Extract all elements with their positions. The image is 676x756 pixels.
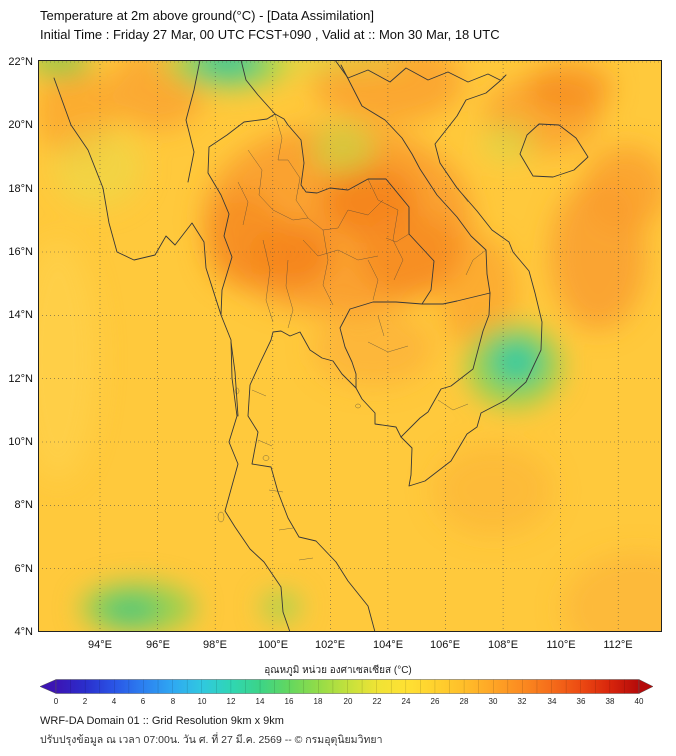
- colorbar-tick-label: 22: [372, 697, 382, 706]
- island-outline: [234, 387, 240, 395]
- colorbar-tick-label: 2: [82, 697, 88, 706]
- island-outline: [217, 511, 225, 523]
- thai-cambodia-border: [339, 301, 423, 389]
- colorbar-title: อุณหภูมิ หน่วย องศาเซลเซียส (°C): [264, 665, 412, 676]
- y-axis-tick-label: 4°N: [14, 626, 33, 638]
- colorbar-tick-label: 40: [634, 697, 644, 706]
- thai-myanmar-border: [207, 113, 276, 417]
- colorbar-tick-label: 8: [170, 697, 176, 706]
- myanmar-shan-line: [185, 60, 201, 183]
- x-axis-tick-label: 108°E: [487, 639, 519, 651]
- china-border: [334, 60, 501, 83]
- colorbar-left-arrow: [40, 679, 57, 694]
- thai-lao-border: [274, 113, 435, 305]
- myanmar-laos-border: [240, 60, 276, 115]
- y-axis-tick-label: 16°N: [8, 246, 33, 258]
- x-axis-tick-label: 98°E: [203, 639, 227, 651]
- colorbar-tick-label: 0: [53, 697, 59, 706]
- colorbar-tick-label: 16: [284, 697, 294, 706]
- x-axis-tick-label: 102°E: [314, 639, 346, 651]
- province-boundaries: [217, 113, 487, 561]
- x-axis-tick-label: 112°E: [603, 639, 633, 651]
- page-subtitle: Initial Time : Friday 27 Mar, 00 UTC FCS…: [40, 27, 500, 42]
- page-title: Temperature at 2m above ground(°C) - [Da…: [40, 8, 374, 23]
- island-outline: [262, 455, 270, 461]
- colorbar-tick-label: 38: [605, 697, 615, 706]
- colorbar-tick-label: 34: [547, 697, 557, 706]
- x-axis-tick-label: 110°E: [546, 639, 576, 651]
- colorbar-segment-lines: [70, 679, 625, 694]
- colorbar-tick-label: 28: [459, 697, 469, 706]
- colorbar-tick-label: 20: [343, 697, 353, 706]
- y-axis-tick-label: 6°N: [14, 563, 33, 575]
- temperature-map: [38, 60, 662, 632]
- x-axis-tick-label: 100°E: [257, 639, 289, 651]
- x-axis-tick-label: 104°E: [372, 639, 404, 651]
- y-axis-tick-label: 10°N: [8, 436, 33, 448]
- colorbar-tick-label: 18: [313, 697, 323, 706]
- colorbar-tick-label: 10: [197, 697, 207, 706]
- colorbar-tick-label: 14: [255, 697, 265, 706]
- colorbar-tick-label: 12: [226, 697, 236, 706]
- y-axis-tick-label: 12°N: [8, 373, 33, 385]
- colorbar: [40, 679, 653, 694]
- island-outline: [355, 403, 361, 409]
- colorbar-tick-label: 6: [140, 697, 146, 706]
- laos-vietnam-border: [340, 64, 491, 294]
- grid-lines: [38, 60, 662, 632]
- y-axis-tick-label: 14°N: [8, 309, 33, 321]
- colorbar-tick-label: 24: [401, 697, 411, 706]
- colorbar-tick-label: 32: [517, 697, 527, 706]
- footer-update-info: ปรับปรุงข้อมูล ณ เวลา 07:00น. วัน ศ. ที่…: [40, 734, 383, 746]
- coastline-east: [247, 74, 543, 632]
- colorbar-tick-label: 36: [576, 697, 586, 706]
- colorbar-tick-label: 30: [488, 697, 498, 706]
- map-frame: [38, 60, 662, 632]
- hainan-island-outline: [519, 123, 589, 178]
- cambodia-vietnam-border: [400, 292, 491, 438]
- footer-domain-info: WRF-DA Domain 01 :: Grid Resolution 9km …: [40, 715, 284, 727]
- temperature-field-blobs: [38, 60, 662, 632]
- colorbar-tick-label: 26: [430, 697, 440, 706]
- coastline-borders: [53, 60, 589, 632]
- y-axis-tick-label: 18°N: [8, 183, 33, 195]
- laos-cambodia-border: [421, 292, 491, 305]
- y-axis-tick-label: 20°N: [8, 119, 33, 131]
- coastline-west: [53, 77, 291, 632]
- x-axis-tick-label: 106°E: [429, 639, 461, 651]
- y-axis-tick-label: 8°N: [14, 499, 33, 511]
- y-axis-tick-label: 22°N: [8, 56, 33, 68]
- colorbar-tick-label: 4: [111, 697, 117, 706]
- colorbar-right-arrow: [638, 679, 653, 694]
- x-axis-tick-label: 94°E: [88, 639, 112, 651]
- x-axis-tick-label: 96°E: [146, 639, 170, 651]
